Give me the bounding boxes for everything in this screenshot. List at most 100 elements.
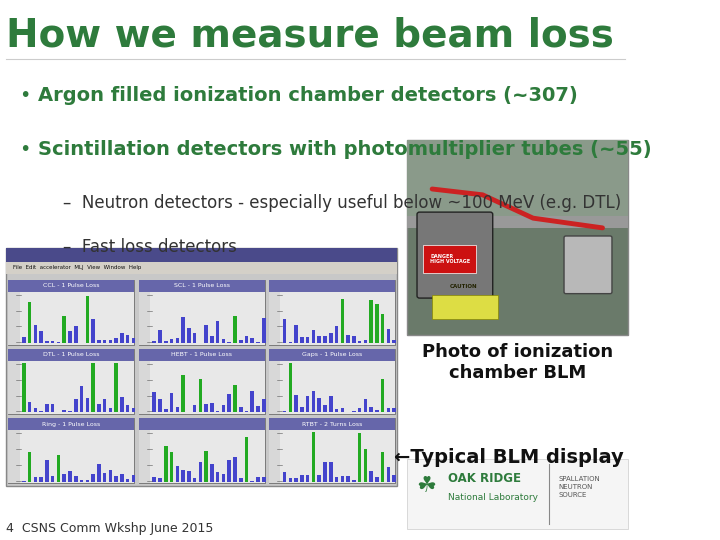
Text: •: • (19, 86, 30, 105)
FancyBboxPatch shape (34, 477, 37, 482)
FancyBboxPatch shape (341, 300, 344, 343)
FancyBboxPatch shape (181, 316, 185, 343)
FancyBboxPatch shape (8, 361, 19, 414)
FancyBboxPatch shape (262, 399, 266, 413)
FancyBboxPatch shape (300, 407, 304, 413)
FancyBboxPatch shape (193, 404, 197, 413)
FancyBboxPatch shape (126, 404, 130, 413)
FancyBboxPatch shape (22, 362, 26, 413)
FancyBboxPatch shape (300, 475, 304, 482)
FancyBboxPatch shape (346, 476, 350, 482)
FancyBboxPatch shape (176, 407, 179, 413)
FancyBboxPatch shape (158, 399, 162, 413)
FancyBboxPatch shape (329, 396, 333, 413)
FancyBboxPatch shape (352, 480, 356, 482)
FancyBboxPatch shape (204, 404, 208, 413)
FancyBboxPatch shape (40, 477, 43, 482)
Text: •: • (19, 140, 30, 159)
FancyBboxPatch shape (269, 280, 395, 345)
Text: DTL - 1 Pulse Loss: DTL - 1 Pulse Loss (43, 353, 99, 357)
FancyBboxPatch shape (34, 325, 37, 343)
FancyBboxPatch shape (269, 418, 395, 430)
FancyBboxPatch shape (51, 476, 55, 482)
FancyBboxPatch shape (86, 480, 89, 482)
FancyBboxPatch shape (193, 333, 197, 343)
FancyBboxPatch shape (375, 477, 379, 482)
FancyBboxPatch shape (300, 337, 304, 343)
FancyBboxPatch shape (239, 340, 243, 343)
FancyBboxPatch shape (251, 481, 254, 482)
FancyBboxPatch shape (86, 398, 89, 413)
FancyBboxPatch shape (193, 478, 197, 482)
FancyBboxPatch shape (387, 329, 390, 343)
FancyBboxPatch shape (417, 212, 492, 298)
FancyBboxPatch shape (423, 245, 476, 273)
Text: Argon filled ionization chamber detectors (~307): Argon filled ionization chamber detector… (38, 86, 577, 105)
FancyBboxPatch shape (346, 412, 350, 413)
FancyBboxPatch shape (228, 460, 231, 482)
FancyBboxPatch shape (256, 477, 260, 482)
FancyBboxPatch shape (199, 380, 202, 413)
FancyBboxPatch shape (68, 411, 72, 413)
Text: Scintillation detectors with photomultiplier tubes (~55): Scintillation detectors with photomultip… (38, 140, 652, 159)
FancyBboxPatch shape (358, 433, 361, 482)
FancyBboxPatch shape (91, 474, 95, 482)
FancyBboxPatch shape (432, 295, 498, 319)
FancyBboxPatch shape (57, 455, 60, 482)
FancyBboxPatch shape (392, 475, 396, 482)
FancyBboxPatch shape (312, 432, 315, 482)
FancyBboxPatch shape (283, 319, 287, 343)
FancyBboxPatch shape (63, 474, 66, 482)
FancyBboxPatch shape (306, 475, 310, 482)
FancyBboxPatch shape (126, 479, 130, 482)
FancyBboxPatch shape (91, 362, 95, 413)
FancyBboxPatch shape (8, 280, 134, 345)
FancyBboxPatch shape (329, 462, 333, 482)
FancyBboxPatch shape (216, 321, 220, 343)
FancyBboxPatch shape (364, 449, 367, 482)
FancyBboxPatch shape (114, 338, 118, 343)
FancyBboxPatch shape (222, 474, 225, 482)
FancyBboxPatch shape (262, 318, 266, 343)
FancyBboxPatch shape (294, 325, 298, 343)
Text: Gaps - 1 Pulse Loss: Gaps - 1 Pulse Loss (302, 353, 362, 357)
FancyBboxPatch shape (91, 319, 95, 343)
Text: ←Typical BLM display: ←Typical BLM display (395, 448, 624, 467)
FancyBboxPatch shape (387, 467, 390, 482)
FancyBboxPatch shape (306, 337, 310, 343)
FancyBboxPatch shape (233, 385, 237, 413)
FancyBboxPatch shape (97, 464, 101, 482)
FancyBboxPatch shape (341, 476, 344, 482)
FancyBboxPatch shape (138, 418, 264, 430)
FancyBboxPatch shape (216, 411, 220, 413)
FancyBboxPatch shape (103, 400, 107, 413)
FancyBboxPatch shape (375, 410, 379, 413)
Text: How we measure beam loss: How we measure beam loss (6, 16, 614, 54)
FancyBboxPatch shape (120, 474, 124, 482)
FancyBboxPatch shape (199, 462, 202, 482)
FancyBboxPatch shape (228, 394, 231, 413)
FancyBboxPatch shape (233, 316, 237, 343)
FancyBboxPatch shape (187, 471, 191, 482)
FancyBboxPatch shape (51, 404, 55, 413)
FancyBboxPatch shape (210, 403, 214, 413)
FancyBboxPatch shape (369, 407, 373, 413)
FancyBboxPatch shape (323, 462, 327, 482)
FancyBboxPatch shape (381, 379, 384, 413)
FancyBboxPatch shape (269, 361, 280, 414)
FancyBboxPatch shape (170, 339, 174, 343)
Text: SCL - 1 Pulse Loss: SCL - 1 Pulse Loss (174, 283, 230, 288)
FancyBboxPatch shape (86, 296, 89, 343)
FancyBboxPatch shape (164, 409, 168, 413)
FancyBboxPatch shape (103, 474, 107, 482)
FancyBboxPatch shape (364, 340, 367, 343)
FancyBboxPatch shape (364, 399, 367, 413)
Text: CAUTION: CAUTION (450, 284, 477, 289)
FancyBboxPatch shape (164, 447, 168, 482)
FancyBboxPatch shape (233, 456, 237, 482)
Text: File  Edit  accelerator  MLJ  View  Window  Help: File Edit accelerator MLJ View Window He… (13, 265, 141, 271)
FancyBboxPatch shape (22, 337, 26, 343)
FancyBboxPatch shape (269, 430, 280, 483)
FancyBboxPatch shape (381, 452, 384, 482)
FancyBboxPatch shape (381, 314, 384, 343)
